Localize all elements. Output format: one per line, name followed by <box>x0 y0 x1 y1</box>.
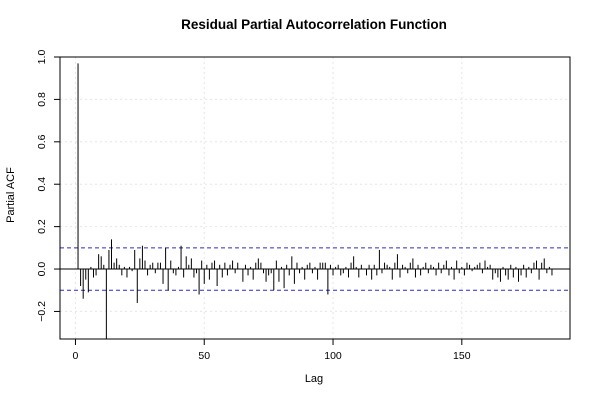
y-tick-label-6: 1.0 <box>36 50 48 65</box>
y-tick-label-1: 0.0 <box>36 262 48 277</box>
y-tick-label-2: 0.2 <box>36 219 48 234</box>
x-tick-label-1: 50 <box>198 350 210 362</box>
y-tick-label-0: −0.2 <box>36 301 48 322</box>
y-tick-label-4: 0.6 <box>36 134 48 149</box>
grid-lines <box>60 56 570 339</box>
x-tick-label-0: 0 <box>73 350 79 362</box>
x-axis-label: Lag <box>305 373 323 385</box>
y-tick-label-3: 0.4 <box>36 177 48 192</box>
y-tick-label-5: 0.8 <box>36 92 48 107</box>
chart-title: Residual Partial Autocorrelation Functio… <box>181 17 447 32</box>
pacf-bars <box>77 63 553 339</box>
axes: 0 50 100 150 −0.2 0.0 0.2 0.4 0.6 0.8 1.0 <box>36 50 471 362</box>
plot-frame <box>59 56 571 340</box>
x-tick-label-3: 150 <box>453 350 471 362</box>
x-tick-label-2: 100 <box>324 350 342 362</box>
y-axis-label: Partial ACF <box>5 167 17 223</box>
